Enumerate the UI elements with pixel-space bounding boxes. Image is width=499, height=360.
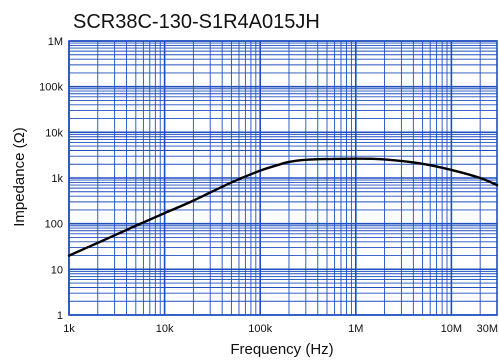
- x-tick-label: 10M: [441, 323, 462, 335]
- y-tick-label: 100k: [39, 82, 63, 94]
- x-tick-label: 1k: [63, 323, 75, 335]
- y-tick-label: 1: [57, 310, 63, 322]
- y-tick-label: 100: [45, 219, 63, 231]
- x-tick-label: 1M: [348, 323, 363, 335]
- y-tick-labels: 1 10 100 1k 10k 100k 1M: [39, 36, 63, 322]
- y-axis-label: Impedance (Ω): [11, 127, 28, 227]
- x-tick-label: 10k: [156, 323, 174, 335]
- plot-frame: [68, 40, 498, 316]
- chart-title: SCR38C-130-S1R4A015JH: [73, 11, 320, 33]
- y-tick-label: 10: [51, 264, 63, 276]
- x-tick-label: 100k: [248, 323, 272, 335]
- y-tick-label: 1k: [51, 173, 63, 185]
- x-tick-label: 30M: [477, 323, 498, 335]
- y-tick-label: 1M: [48, 36, 63, 48]
- x-tick-labels: 1k 10k 100k 1M 10M 30M: [63, 323, 498, 335]
- impedance-curve: [67, 157, 499, 257]
- x-axis-label: Frequency (Hz): [230, 341, 333, 358]
- y-tick-label: 10k: [45, 127, 63, 139]
